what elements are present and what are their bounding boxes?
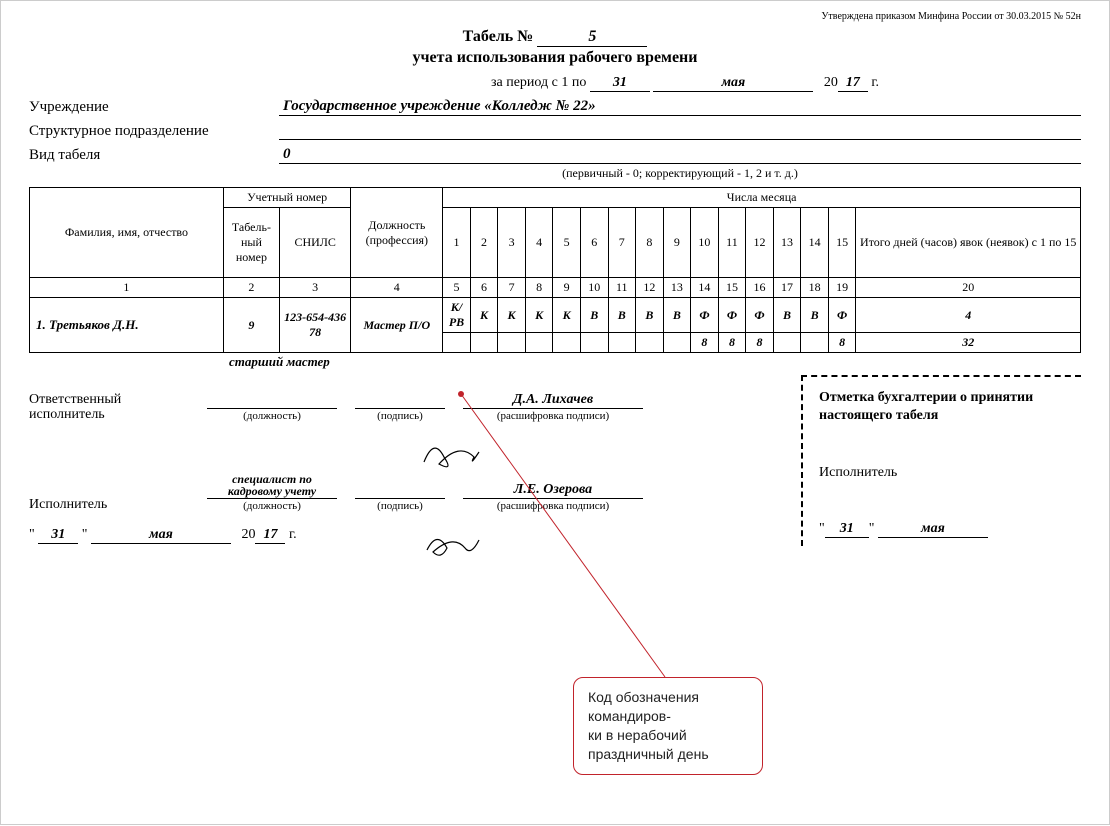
fd-day: 31 <box>38 527 78 544</box>
fd-yp: 20 <box>241 527 255 542</box>
period-line: за период с 1 по 31 мая 2017 г. <box>29 75 1081 92</box>
title-block: Табель № 5 учета использования рабочего … <box>29 28 1081 92</box>
page: Утверждена приказом Минфина России от 30… <box>0 0 1110 825</box>
sig1-cap-sign: (подпись) <box>355 410 445 422</box>
signature-1-icon <box>419 432 489 472</box>
sig2-cap-name: (расшифровка подписи) <box>463 500 643 512</box>
accounting-title: Отметка бухгалтерии о принятии настоящег… <box>819 389 1073 425</box>
meta-subdiv: Структурное подразделение <box>29 122 1081 140</box>
sig-block-1: Ответственный исполнитель (должность) (п… <box>29 391 771 467</box>
approval-text: Утверждена приказом Минфина России от 30… <box>29 11 1081 22</box>
accounting-exec: Исполнитель <box>819 465 1073 481</box>
fd-q1: " <box>29 527 35 542</box>
meta-subdiv-label: Структурное подразделение <box>29 123 279 140</box>
meta-type-value: 0 <box>279 146 1081 164</box>
sig2-position: специалист по кадровому учету <box>207 473 337 499</box>
accounting-date: "31" мая <box>819 521 1073 538</box>
meta-subdiv-value <box>279 122 1081 140</box>
period-prefix: за период с 1 по <box>491 75 586 90</box>
sig1-label: Ответственный исполнитель <box>29 392 189 423</box>
callout-text: Код обозначения командиров- ки в нерабоч… <box>588 689 709 762</box>
fd-year: 17 <box>255 527 285 544</box>
acc-month: мая <box>878 521 988 538</box>
callout-box: Код обозначения командиров- ки в нерабоч… <box>573 677 763 775</box>
period-day-to: 31 <box>590 75 650 92</box>
period-year-prefix: 20 <box>824 75 838 90</box>
meta-type-label: Вид табеля <box>29 147 279 164</box>
sig2-name: Л.Е. Озерова <box>463 481 643 499</box>
meta-institution-value: Государственное учреждение «Колледж № 22… <box>279 98 1081 116</box>
sig2-cap-sign: (подпись) <box>355 500 445 512</box>
sig2-sign <box>355 481 445 499</box>
sig1-cap-pos: (должность) <box>207 410 337 422</box>
meta-type-hint: (первичный - 0; корректирующий - 1, 2 и … <box>29 166 1081 181</box>
fd-q2: " <box>82 527 88 542</box>
sig-block-2: Исполнитель специалист по кадровому учет… <box>29 473 771 557</box>
accounting-exec-label: Исполнитель <box>819 465 897 480</box>
period-year: 17 <box>838 75 868 92</box>
accounting-box: Отметка бухгалтерии о принятии настоящег… <box>801 375 1081 546</box>
sig1-sign <box>355 391 445 409</box>
fd-month: мая <box>91 527 231 544</box>
below-section: старший мастер Ответственный исполнитель… <box>29 355 1081 546</box>
meta-institution: Учреждение Государственное учреждение «К… <box>29 98 1081 116</box>
sig2-cap-pos: (должность) <box>207 500 337 512</box>
title-line2: учета использования рабочего времени <box>29 49 1081 67</box>
title-prefix: Табель № <box>463 28 534 45</box>
title-line1: Табель № 5 <box>29 28 1081 47</box>
period-month: мая <box>653 75 813 92</box>
sig1-position <box>207 391 337 409</box>
meta-type: Вид табеля 0 <box>29 146 1081 164</box>
below-left: старший мастер Ответственный исполнитель… <box>29 355 771 546</box>
signature-2-icon <box>419 522 489 562</box>
acc-day: 31 <box>825 521 869 538</box>
sig1-cap-name: (расшифровка подписи) <box>463 410 643 422</box>
fd-ys: г. <box>289 527 297 542</box>
sig2-label: Исполнитель <box>29 497 189 512</box>
position-under-table: старший мастер <box>229 355 771 369</box>
sig1-name: Д.А. Лихачев <box>463 391 643 409</box>
period-year-suffix: г. <box>871 75 879 90</box>
meta-institution-label: Учреждение <box>29 99 279 116</box>
tabel-number: 5 <box>537 28 647 47</box>
main-table: Фамилия, имя, отчествоУчетный номерДолжн… <box>29 187 1081 353</box>
